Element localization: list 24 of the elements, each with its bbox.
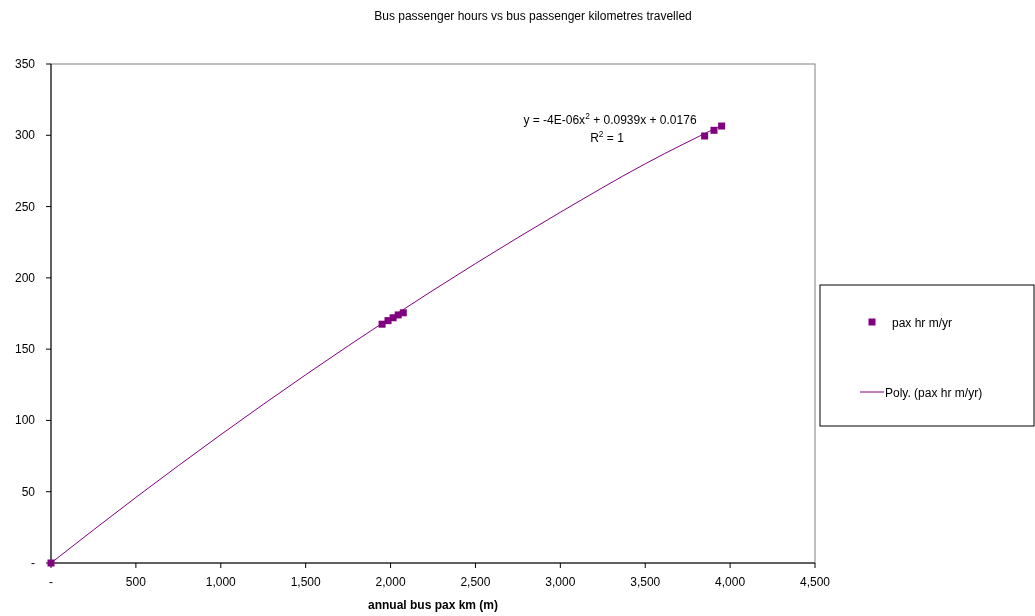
y-tick-label: 300 [14,128,36,143]
y-tick-label: 200 [14,270,36,285]
x-tick-label: 3,500 [630,575,661,589]
y-tick-label: - [31,556,35,570]
y-tick-label: 150 [14,342,36,357]
x-tick-label: - [49,575,53,589]
x-tick-label: 3,000 [545,575,576,589]
x-tick-label: 4,500 [799,575,831,589]
legend-label: Poly. (pax hr m/yr) [885,386,983,400]
x-tick-label: 4,000 [715,575,746,589]
annotation: R$^{2}$ = 1 [590,129,625,145]
x-tick-label: 500 [125,575,147,589]
x-tick-label: 1,500 [290,575,322,589]
y-tick-label: 250 [14,199,36,214]
legend-label: pax hr m/yr [892,316,953,330]
x-axis-title: annual bus pax km (m) [367,598,499,612]
chart-title: Bus passenger hours vs bus passenger kilometres travelled [374,9,692,23]
y-tick-label: 50 [21,484,36,499]
x-tick-label: 2,000 [375,575,406,589]
y-tick-label: 100 [14,413,36,428]
y-tick-label: 350 [14,57,36,71]
annotation: y = -4E-06x$^{2}$ + 0.0939x + 0.0176 [523,111,697,127]
x-tick-label: 2,500 [460,575,491,589]
x-tick-label: 1,000 [205,575,237,589]
